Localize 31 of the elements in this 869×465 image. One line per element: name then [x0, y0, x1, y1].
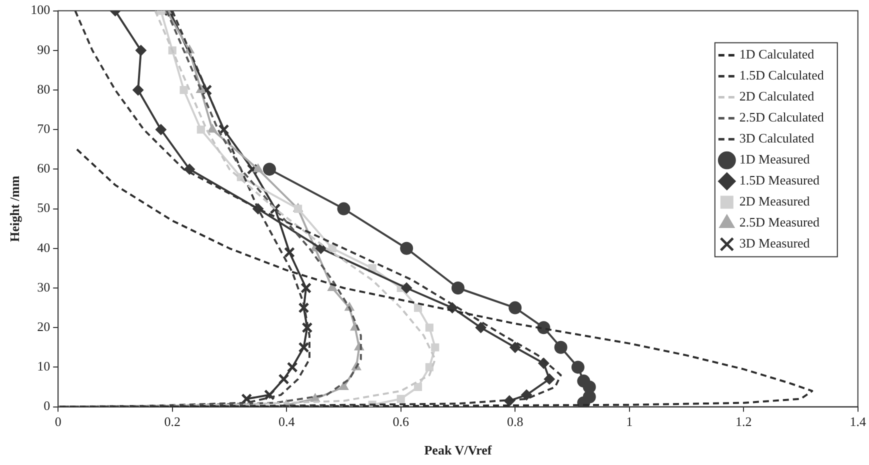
legend-label: 1D Calculated: [739, 46, 815, 62]
x-tick-label: 0: [54, 414, 62, 430]
y-tick-label: 70: [37, 121, 50, 136]
x-tick-label: 0.4: [278, 414, 296, 430]
x-axis-title: Peak V/Vref: [424, 442, 492, 458]
y-tick-label: 100: [30, 2, 50, 18]
y-tick-label: 30: [37, 279, 50, 294]
y-tick-label: 40: [37, 240, 50, 255]
x-tick-label: 1.2: [735, 414, 752, 430]
legend-label: 2.5D Calculated: [739, 110, 824, 125]
x-tick-label: 1.4: [850, 414, 866, 430]
legend-label: 2D Measured: [739, 194, 810, 209]
y-tick-label: 20: [37, 319, 50, 334]
legend-label: 2.5D Measured: [739, 214, 820, 230]
y-tick-label: 90: [37, 42, 50, 57]
x-tick-label: 0.2: [164, 414, 180, 430]
x-tick-label: 1: [626, 414, 633, 430]
legend-label: 1.5D Measured: [739, 172, 820, 188]
y-tick-label: 60: [37, 160, 50, 176]
y-tick-label: 50: [37, 200, 50, 216]
legend-label: 3D Measured: [739, 236, 810, 251]
legend-label: 2D Calculated: [739, 88, 815, 104]
legend-label: 1D Measured: [739, 152, 810, 167]
y-tick-label: 80: [37, 81, 50, 96]
x-tick-label: 0.8: [506, 414, 524, 430]
x-tick-label: 0.6: [392, 414, 410, 430]
y-tick-label: 10: [37, 358, 50, 374]
legend-label: 3D Calculated: [739, 130, 815, 146]
y-axis-title: Height /mm: [7, 176, 22, 242]
y-tick-label: 0: [44, 398, 50, 414]
legend-label: 1.5D Calculated: [739, 68, 824, 83]
